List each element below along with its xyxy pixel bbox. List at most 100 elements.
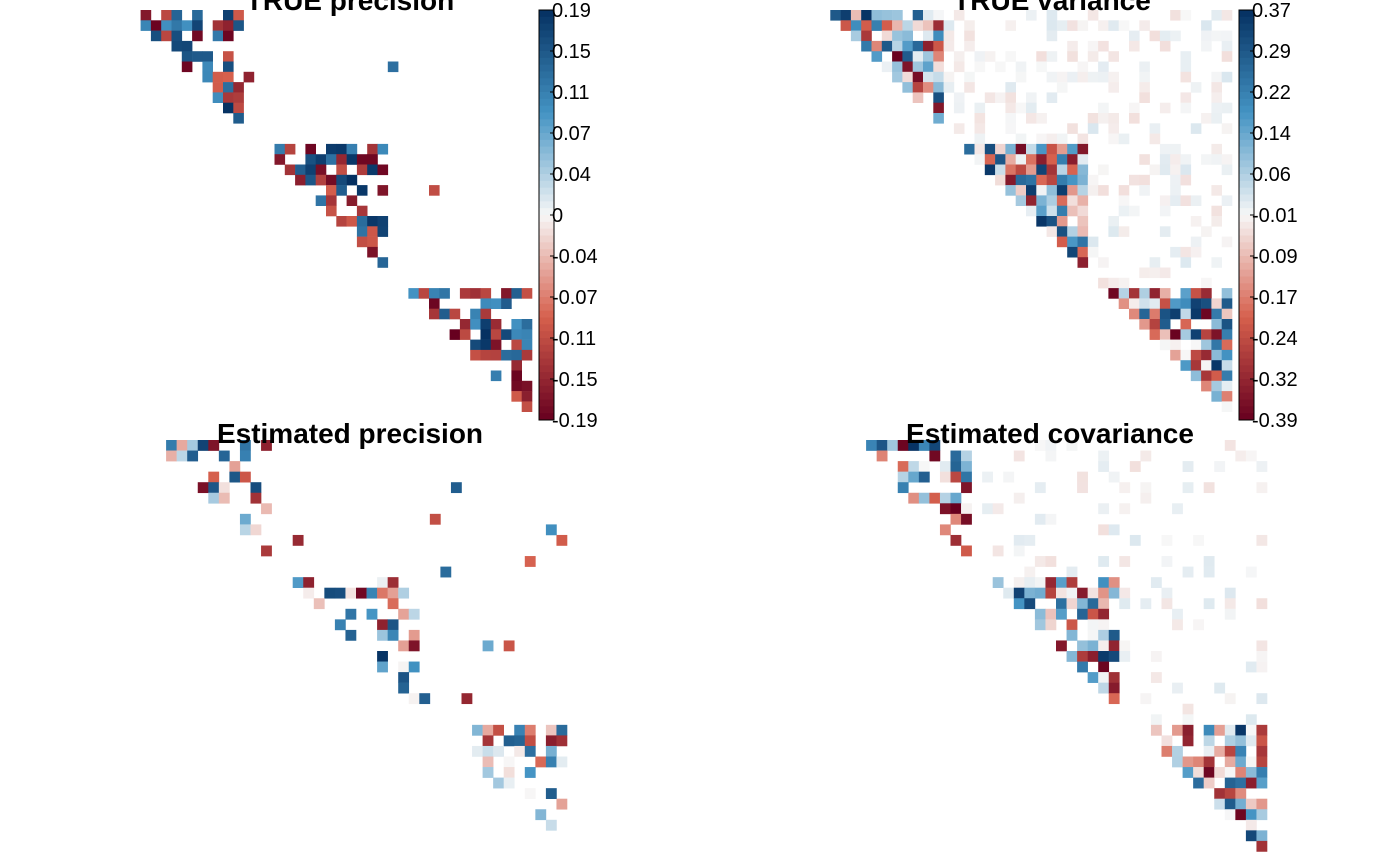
heatmap-cell bbox=[470, 319, 481, 330]
heatmap-cell bbox=[933, 102, 944, 114]
heatmap-cell bbox=[503, 767, 515, 778]
heatmap-cell bbox=[398, 672, 410, 683]
heatmap-cell bbox=[345, 608, 357, 620]
heatmap-cell bbox=[1066, 629, 1078, 641]
heatmap-cell bbox=[1139, 61, 1150, 73]
heatmap-cell bbox=[1190, 288, 1202, 299]
heatmap-cell bbox=[1098, 682, 1110, 694]
colorbar-segment bbox=[539, 23, 554, 31]
heatmap-cell bbox=[556, 735, 568, 747]
heatmap-cell bbox=[1159, 205, 1171, 217]
heatmap-cell bbox=[514, 735, 526, 747]
heatmap-cell bbox=[429, 513, 441, 525]
heatmap-cell bbox=[1203, 735, 1215, 747]
heatmap-cell bbox=[218, 492, 230, 504]
heatmap-cell bbox=[1056, 226, 1068, 237]
heatmap-cell bbox=[377, 185, 389, 196]
heatmap-cell bbox=[1159, 102, 1171, 114]
colorbar-segment bbox=[539, 112, 554, 120]
colorbar-segment bbox=[1239, 30, 1254, 38]
heatmap-cell bbox=[229, 471, 241, 483]
heatmap-cell bbox=[1201, 380, 1212, 392]
heatmap-cell bbox=[367, 154, 378, 165]
colorbar-segment bbox=[1239, 351, 1254, 359]
heatmap-cell bbox=[440, 566, 452, 578]
heatmap-cell bbox=[1067, 226, 1078, 237]
heatmap-cell bbox=[943, 71, 955, 83]
heatmap-cell bbox=[1256, 756, 1268, 768]
colorbar-segment bbox=[539, 71, 554, 79]
heatmap-cell bbox=[181, 20, 193, 31]
heatmap-cell bbox=[472, 745, 483, 757]
heatmap-cell bbox=[892, 61, 903, 73]
heatmap-cell bbox=[992, 577, 1004, 588]
heatmap-cell bbox=[1221, 30, 1233, 42]
heatmap-cell bbox=[1045, 619, 1057, 631]
heatmap-cell bbox=[1013, 587, 1025, 599]
heatmap-cell bbox=[1046, 185, 1058, 196]
heatmap-cell bbox=[840, 20, 852, 31]
heatmap-cell bbox=[1108, 693, 1120, 705]
heatmap-cell bbox=[1159, 226, 1171, 237]
heatmap-cell bbox=[974, 61, 986, 73]
heatmap-cell bbox=[840, 10, 852, 21]
heatmap-cell bbox=[1170, 164, 1181, 176]
heatmap-cell bbox=[208, 440, 220, 451]
heatmap-cell bbox=[1129, 288, 1140, 299]
heatmap-cell bbox=[1119, 482, 1131, 494]
heatmap-cell bbox=[1034, 556, 1046, 567]
heatmap-cell bbox=[1036, 216, 1047, 227]
colorbar-segment bbox=[1239, 379, 1254, 387]
heatmap-cell bbox=[1224, 798, 1236, 810]
heatmap-cell bbox=[1159, 40, 1171, 52]
heatmap-cell bbox=[1221, 349, 1233, 361]
heatmap-cell bbox=[1161, 587, 1173, 599]
heatmap-cell bbox=[1108, 277, 1119, 289]
heatmap-cell bbox=[1098, 672, 1110, 683]
colorbar-segment bbox=[539, 269, 554, 277]
heatmap-cell bbox=[545, 788, 557, 799]
heatmap-cell bbox=[1118, 205, 1130, 217]
heatmap-cell bbox=[233, 82, 244, 93]
heatmap-cell bbox=[943, 30, 955, 42]
colorbar-segment bbox=[539, 57, 554, 66]
heatmap-cell bbox=[1036, 133, 1047, 145]
heatmap-cell bbox=[450, 482, 462, 494]
heatmap-cell bbox=[1235, 767, 1247, 778]
heatmap-cell bbox=[490, 319, 502, 330]
heatmap-cell bbox=[1015, 185, 1027, 196]
colorbar-tick-label: -0.39 bbox=[1252, 410, 1298, 432]
heatmap-cell bbox=[1045, 440, 1057, 451]
colorbar-segment bbox=[1239, 37, 1254, 45]
heatmap-cell bbox=[345, 629, 357, 641]
heatmap-cell bbox=[929, 450, 941, 462]
colorbar-segment bbox=[539, 139, 554, 148]
colorbar-segment bbox=[1239, 180, 1254, 189]
heatmap-cell bbox=[1087, 629, 1099, 641]
heatmap-cell bbox=[897, 461, 909, 472]
heatmap-cell bbox=[950, 513, 962, 525]
heatmap-cell bbox=[482, 724, 494, 736]
heatmap-cell bbox=[1221, 102, 1233, 114]
heatmap-cell bbox=[408, 640, 420, 652]
heatmap-cell bbox=[1159, 298, 1171, 309]
heatmap-cell bbox=[1026, 205, 1037, 217]
heatmap-cell bbox=[923, 20, 934, 31]
heatmap-cell bbox=[1005, 185, 1016, 196]
heatmap-cell bbox=[1214, 682, 1226, 694]
heatmap-cell bbox=[1077, 246, 1089, 258]
heatmap-cell bbox=[961, 482, 972, 494]
heatmap-cell bbox=[908, 471, 920, 483]
heatmap-cell bbox=[1015, 174, 1027, 186]
colorbar-segment bbox=[539, 372, 554, 380]
heatmap-cell bbox=[1201, 113, 1212, 124]
heatmap-cell bbox=[336, 185, 347, 196]
heatmap-cell bbox=[1129, 40, 1140, 52]
colorbar-tick-label: 0.22 bbox=[1252, 82, 1291, 104]
heatmap-cell bbox=[521, 339, 533, 351]
heatmap-cell bbox=[1245, 819, 1257, 831]
colorbar-tick-label: -0.17 bbox=[1252, 287, 1298, 309]
heatmap-cell bbox=[953, 123, 965, 134]
heatmap-cell bbox=[1180, 164, 1192, 176]
heatmap-cell bbox=[1224, 693, 1236, 705]
